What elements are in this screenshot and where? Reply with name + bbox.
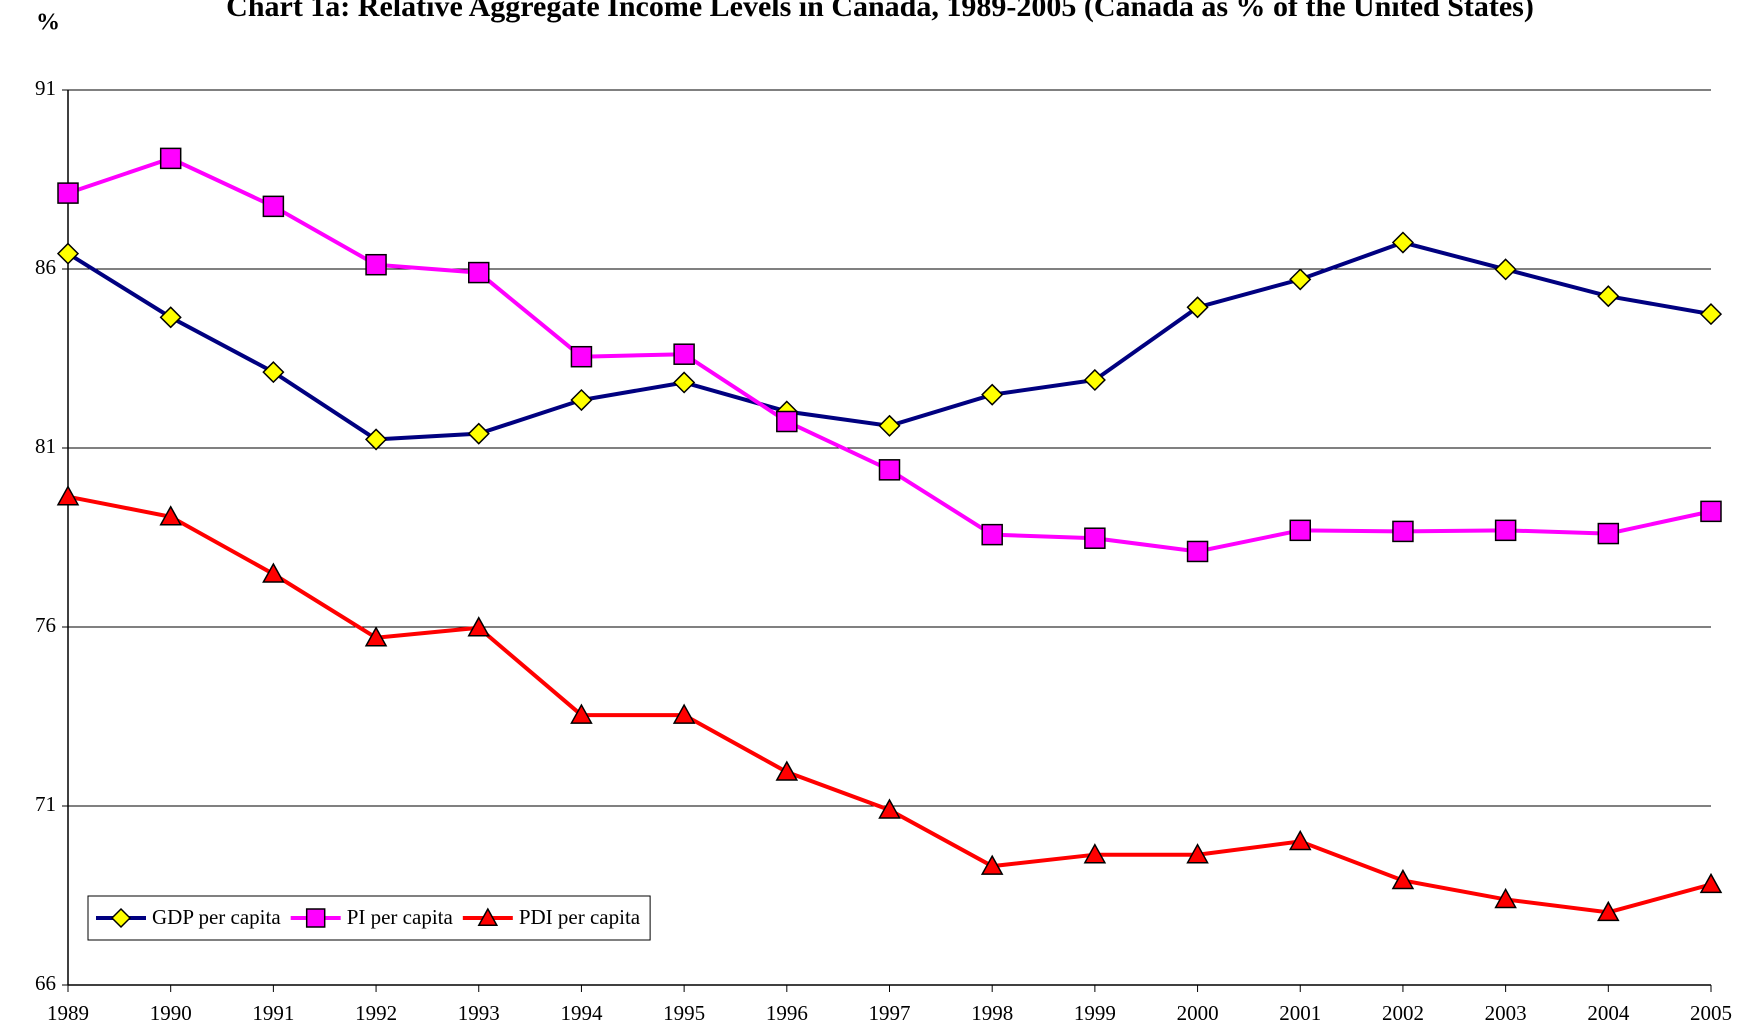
x-tick-label: 2002	[1382, 1001, 1424, 1025]
marker-diamond	[365, 428, 388, 451]
marker-triangle	[1391, 868, 1415, 890]
marker-triangle	[1699, 872, 1723, 894]
marker-square	[878, 459, 901, 481]
x-tick-label: 1992	[355, 1001, 397, 1025]
series-line	[67, 494, 1712, 915]
marker-square	[570, 345, 593, 368]
marker-square	[1597, 522, 1620, 545]
y-tick-label: 66	[35, 971, 56, 995]
legend-label: PI per capita	[347, 905, 454, 929]
marker-square	[1392, 520, 1414, 543]
marker-diamond	[110, 907, 132, 929]
marker-square	[1186, 540, 1209, 563]
marker-diamond	[1699, 303, 1723, 326]
marker-triangle	[878, 798, 901, 819]
x-tick-label: 2005	[1690, 1001, 1732, 1025]
marker-triangle	[775, 760, 799, 781]
marker-triangle	[467, 616, 491, 637]
y-tick-label: 86	[35, 255, 56, 279]
marker-square	[673, 343, 695, 365]
marker-square	[776, 410, 798, 433]
x-tick-label: 1989	[47, 1001, 89, 1025]
marker-square	[1289, 519, 1311, 542]
marker-square	[159, 147, 182, 170]
x-tick-label: 1998	[971, 1001, 1013, 1025]
marker-diamond	[467, 422, 490, 445]
x-tick-label: 1997	[869, 1001, 911, 1025]
series-line	[66, 240, 1712, 442]
x-tick-label: 1991	[252, 1001, 294, 1025]
x-tick-label: 1994	[560, 1001, 603, 1025]
y-tick-label: 71	[35, 792, 56, 816]
marker-square	[1084, 527, 1106, 549]
x-tick-label: 1993	[458, 1001, 500, 1025]
x-tick-label: 2003	[1485, 1001, 1527, 1025]
marker-square	[1494, 519, 1517, 542]
marker-diamond	[159, 306, 182, 329]
x-tick-label: 2001	[1279, 1001, 1321, 1025]
marker-diamond	[981, 383, 1004, 406]
marker-square	[365, 253, 387, 276]
marker-diamond	[1391, 231, 1414, 254]
marker-diamond	[673, 371, 696, 394]
marker-diamond	[570, 388, 593, 412]
marker-triangle	[1288, 829, 1312, 851]
x-tick-label: 2000	[1177, 1001, 1219, 1025]
x-tick-label: 1990	[150, 1001, 192, 1025]
y-tick-label: 81	[35, 434, 56, 458]
marker-diamond	[878, 414, 901, 437]
marker-triangle	[1597, 900, 1620, 922]
marker-triangle	[980, 854, 1004, 875]
marker-square	[981, 523, 1003, 546]
marker-triangle	[1494, 887, 1517, 909]
chart-title: Chart 1a: Relative Aggregate Income Leve…	[226, 0, 1534, 23]
marker-diamond	[1494, 258, 1517, 281]
marker-diamond	[1186, 296, 1209, 319]
marker-square	[468, 261, 490, 284]
y-tick-label: 76	[35, 613, 56, 637]
marker-triangle	[570, 703, 593, 724]
marker-diamond	[56, 242, 80, 265]
legend-label: GDP per capita	[152, 905, 281, 929]
marker-square	[57, 182, 79, 204]
y-axis-label: %	[36, 10, 60, 36]
marker-triangle	[477, 907, 499, 926]
legend-label: PDI per capita	[519, 905, 641, 929]
marker-square	[305, 908, 326, 928]
marker-diamond	[262, 361, 285, 384]
marker-square	[262, 195, 285, 218]
marker-square	[1700, 500, 1722, 523]
marker-triangle	[672, 703, 696, 724]
marker-diamond	[1083, 368, 1106, 392]
y-tick-label: 91	[35, 76, 56, 100]
x-tick-label: 1995	[663, 1001, 705, 1025]
marker-triangle	[1083, 843, 1107, 864]
marker-triangle	[1186, 843, 1209, 864]
legend: GDP per capita PI per capita PDI per capit…	[87, 895, 651, 941]
marker-triangle	[364, 626, 388, 647]
x-tick-label: 1999	[1074, 1001, 1116, 1025]
x-tick-label: 1996	[766, 1001, 808, 1025]
marker-diamond	[1289, 268, 1312, 291]
marker-triangle	[56, 485, 80, 506]
legend-box	[87, 895, 651, 941]
marker-diamond	[1597, 285, 1620, 308]
x-tick-label: 2004	[1587, 1001, 1630, 1025]
marker-triangle	[262, 562, 285, 583]
marker-triangle	[159, 505, 182, 526]
series-line	[67, 156, 1712, 554]
